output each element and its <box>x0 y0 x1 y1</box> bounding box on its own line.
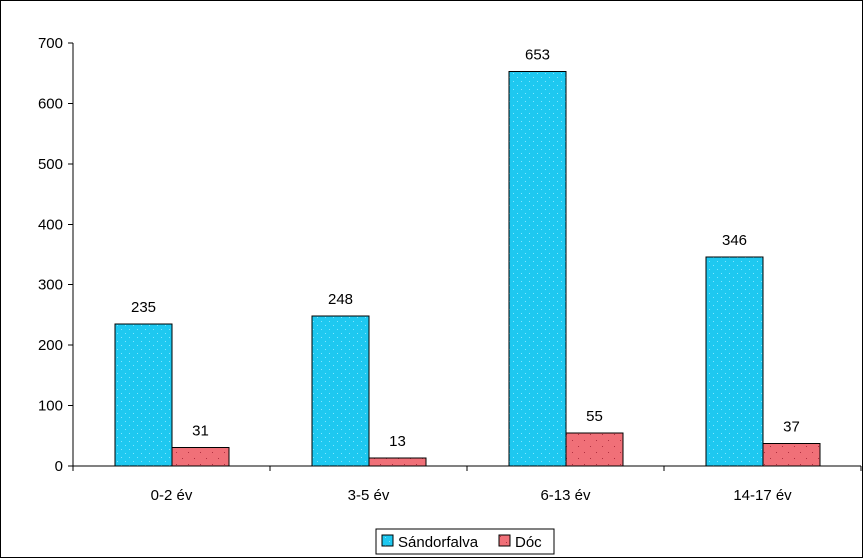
y-tick-label-500: 500 <box>38 156 63 173</box>
bar-sandorfalva <box>114 323 173 467</box>
y-axis-ticks: 0 100 200 300 400 500 600 700 <box>38 35 73 475</box>
legend-label-sandorfalva: Sándorfalva <box>398 534 479 551</box>
legend-swatch-sandorfalva <box>381 534 394 547</box>
y-tick-label-200: 200 <box>38 337 63 354</box>
y-tick-label-600: 600 <box>38 95 63 112</box>
data-label-doc: 37 <box>783 419 800 436</box>
data-label-sandorfalva: 248 <box>328 291 353 308</box>
legend-swatch-doc <box>498 534 511 547</box>
bar-doc <box>368 457 427 467</box>
bar-sandorfalva <box>705 256 764 467</box>
bar-sandorfalva <box>311 315 370 467</box>
bar-sandorfalva <box>508 70 567 467</box>
bar-doc <box>762 443 821 467</box>
category-label: 0-2 év <box>151 487 193 504</box>
y-tick-label-300: 300 <box>38 277 63 294</box>
data-label-sandorfalva: 346 <box>722 232 747 249</box>
y-tick-label-700: 700 <box>38 35 63 52</box>
y-tick-label-0: 0 <box>55 458 63 475</box>
bars-group <box>114 70 821 467</box>
category-label: 6-13 év <box>540 487 591 504</box>
data-label-sandorfalva: 653 <box>525 46 550 63</box>
y-tick-label-400: 400 <box>38 216 63 233</box>
category-label: 14-17 év <box>733 487 792 504</box>
data-labels-group: 235 31 248 13 653 55 346 37 <box>131 46 800 450</box>
category-label: 3-5 év <box>348 487 390 504</box>
bar-doc <box>565 432 624 467</box>
data-label-sandorfalva: 235 <box>131 299 156 316</box>
data-label-doc: 31 <box>192 422 209 439</box>
data-label-doc: 55 <box>586 408 603 425</box>
data-label-doc: 13 <box>389 433 406 450</box>
category-labels-group: 0-2 év 3-5 év 6-13 év 14-17 év <box>72 466 862 504</box>
y-tick-label-100: 100 <box>38 398 63 415</box>
legend-label-doc: Dóc <box>515 534 542 551</box>
legend-box <box>375 528 555 555</box>
bar-doc <box>171 446 230 467</box>
legend: Sándorfalva Dóc <box>375 528 555 555</box>
